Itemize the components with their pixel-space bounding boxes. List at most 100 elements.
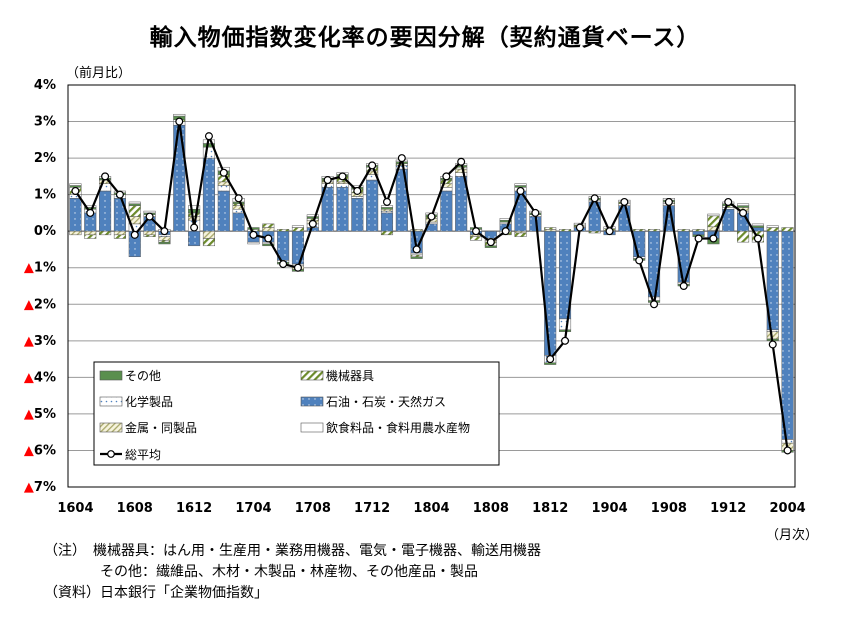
bar-segment (751, 223, 764, 226)
bar-segment (128, 203, 141, 206)
total-point (664, 197, 673, 206)
x-tick-label: 1704 (235, 501, 271, 516)
bar-segment (306, 216, 319, 219)
total-point (694, 234, 703, 243)
legend-swatch (300, 422, 324, 433)
legend-label: その他 (125, 369, 161, 383)
bar-segment (262, 243, 275, 247)
bar-segment (247, 241, 260, 245)
total-line (71, 117, 792, 455)
bar-segment (202, 157, 215, 232)
total-point (249, 230, 258, 239)
total-point (635, 256, 644, 265)
total-point (709, 234, 718, 243)
bar-segment (514, 230, 527, 234)
total-point (739, 208, 748, 217)
total-point (338, 172, 347, 181)
bar-segment (113, 230, 126, 236)
total-point (71, 186, 80, 195)
y-tick-label: 1% (34, 188, 56, 203)
legend-label: 金属・同製品 (125, 420, 197, 435)
bar-segment (232, 203, 245, 206)
y-axis-ticks: 4% 3% 2% 1% 0% ▲1% ▲2% ▲3% ▲4% ▲5% ▲6% ▲7% (24, 78, 56, 495)
total-point (397, 154, 406, 163)
y-tick-label: ▲5% (24, 407, 56, 422)
total-point (724, 197, 733, 206)
bar-segment (781, 227, 794, 232)
bar-segment (277, 229, 290, 232)
bar-segment (69, 183, 82, 186)
bar-segment (202, 238, 215, 247)
x-tick-label: 1904 (591, 501, 627, 516)
bar-segment (692, 230, 705, 236)
x-tick-label: 1708 (295, 501, 331, 516)
bar-segment (336, 183, 349, 188)
bar-segment (781, 230, 794, 440)
bar-segment (558, 318, 572, 331)
bar-segment (544, 227, 557, 230)
bar-segment (306, 214, 319, 217)
bar-segment (544, 230, 557, 356)
total-point (753, 234, 762, 243)
x-tick-label: 1604 (57, 501, 93, 516)
bar-segment (380, 230, 394, 236)
legend-label: 機械器具 (326, 368, 374, 383)
y-tick-label: ▲1% (24, 261, 56, 276)
total-point (590, 194, 599, 203)
legend-swatch (99, 422, 123, 433)
bar-segment (484, 230, 497, 239)
legend-swatch (99, 370, 123, 381)
total-point (279, 260, 288, 269)
total-point (605, 227, 614, 236)
bar-segment (143, 230, 156, 236)
bar-segment (188, 205, 201, 210)
bar-segment (737, 205, 750, 208)
chart-title: 輸入物価指数変化率の要因分解（契約通貨ベース） (149, 25, 701, 51)
bar-segment (380, 212, 394, 232)
bar-segment (188, 209, 201, 214)
x-tick-label: 1804 (413, 501, 449, 516)
total-point (204, 132, 213, 141)
bar-segment (766, 227, 779, 232)
total-point (457, 157, 466, 166)
legend-label: 石油・石炭・天然ガス (326, 394, 446, 409)
y-tick-label: 2% (34, 151, 56, 166)
total-point (130, 230, 139, 239)
total-point (531, 208, 540, 217)
bar-segment (291, 227, 305, 232)
bar-segment (173, 113, 186, 117)
bar-segment (84, 234, 97, 239)
total-point (442, 172, 451, 181)
bar-segment (69, 230, 82, 236)
bar-segment (648, 230, 661, 298)
bar-segment (262, 227, 275, 232)
total-point (620, 197, 629, 206)
bar-segment (558, 229, 572, 232)
bar-segment (558, 329, 572, 332)
bar-segment (440, 190, 453, 232)
y-tick-label: ▲7% (24, 480, 56, 495)
bar-segment (410, 256, 423, 259)
bar-segment (633, 229, 646, 232)
total-point (382, 197, 391, 206)
bar-segment (455, 166, 468, 170)
total-point (501, 227, 510, 236)
total-point (486, 238, 495, 247)
total-point (308, 219, 317, 228)
bar-segment (217, 181, 230, 186)
total-point (160, 227, 169, 236)
bar-segment (84, 230, 97, 236)
y-tick-label: ▲2% (24, 297, 56, 312)
bar-segment (188, 230, 201, 247)
bar-segment (677, 229, 690, 232)
total-point (575, 223, 584, 232)
bar-segment (84, 205, 97, 208)
y-tick-label: ▲6% (24, 443, 56, 458)
bar-segment (217, 185, 230, 192)
y-tick-label: 3% (34, 115, 56, 130)
bar-segment (499, 218, 512, 221)
legend-swatch (300, 370, 324, 381)
bar-segment (514, 232, 527, 237)
total-point (219, 168, 228, 177)
footnotes: （注） 機械器具：はん用・生産用・業務用機器、電気・電子機器、輸送用機器 その他… (44, 541, 541, 604)
